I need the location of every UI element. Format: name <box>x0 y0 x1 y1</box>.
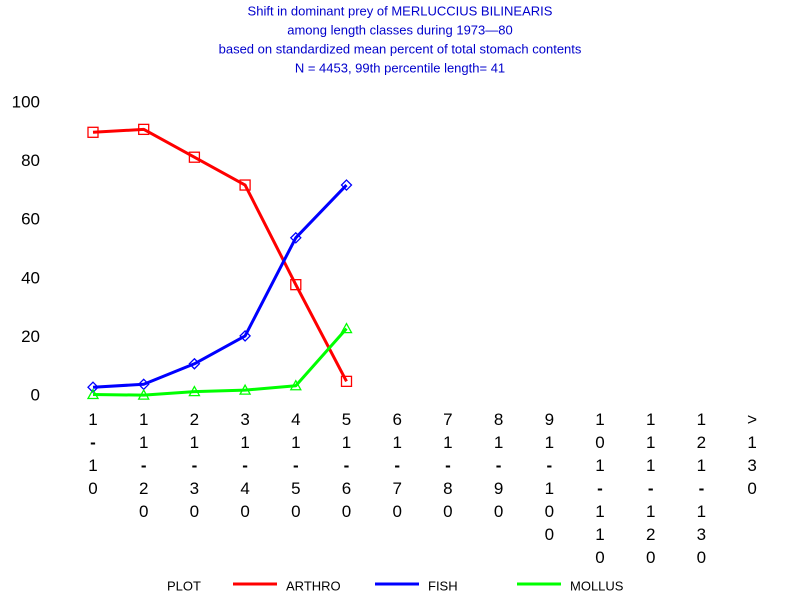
x-tick-label: 1 0 1 -1 1 0 <box>595 410 604 567</box>
chart-title: N = 4453, 99th percentile length= 41 <box>295 60 505 75</box>
marker <box>340 375 353 388</box>
chart-title: based on standardized mean percent of to… <box>219 41 582 56</box>
marker <box>239 179 251 191</box>
series-line <box>92 127 348 383</box>
y-tick-label: 40 <box>21 268 40 287</box>
marker <box>340 179 353 191</box>
legend-title: PLOT <box>167 578 201 593</box>
x-tick-label: 6 1 -7 0 <box>392 410 401 521</box>
x-tick-label: 7 1 -8 0 <box>443 410 452 521</box>
x-tick-label: 2 1 -3 0 <box>190 410 199 521</box>
marker <box>289 379 302 391</box>
marker <box>188 151 201 163</box>
marker <box>290 279 302 291</box>
chart-title: Shift in dominant prey of MERLUCCIUS BIL… <box>248 3 553 18</box>
series-line <box>92 327 348 397</box>
marker <box>137 388 150 400</box>
x-tick-label: 1 2 1 -1 3 0 <box>697 410 706 567</box>
marker <box>340 322 353 334</box>
marker <box>188 357 201 370</box>
marker <box>87 381 99 394</box>
x-tick-label: 9 1 -1 0 0 <box>545 410 554 544</box>
x-tick-label: 5 1 -6 0 <box>342 410 351 521</box>
marker <box>86 388 100 400</box>
y-tick-label: 20 <box>21 327 40 346</box>
x-tick-label: 1 1 -2 0 <box>139 410 148 521</box>
y-tick-label: 80 <box>21 151 40 170</box>
y-tick-label: 60 <box>21 210 40 229</box>
x-tick-label: 1 -1 0 <box>88 410 97 498</box>
legend-label: MOLLUS <box>570 578 624 593</box>
x-tick-label: 8 1 -9 0 <box>494 410 503 521</box>
x-tick-label: 1 1 1 -1 2 0 <box>646 410 655 567</box>
legend-label: FISH <box>428 578 458 593</box>
series-line <box>92 184 348 389</box>
x-tick-label: >1 3 0 <box>747 410 757 498</box>
x-tick-label: 4 1 -5 0 <box>291 410 300 521</box>
y-tick-label: 100 <box>12 92 40 111</box>
legend-label: ARTHRO <box>286 578 341 593</box>
x-tick-label: 3 1 -4 0 <box>240 410 249 521</box>
marker <box>138 123 150 136</box>
marker <box>238 383 252 395</box>
chart-title: among length classes during 1973—80 <box>287 22 512 37</box>
marker <box>188 385 201 397</box>
marker <box>289 231 302 244</box>
marker <box>239 330 252 342</box>
y-tick-label: 0 <box>31 385 40 404</box>
marker <box>87 126 99 138</box>
